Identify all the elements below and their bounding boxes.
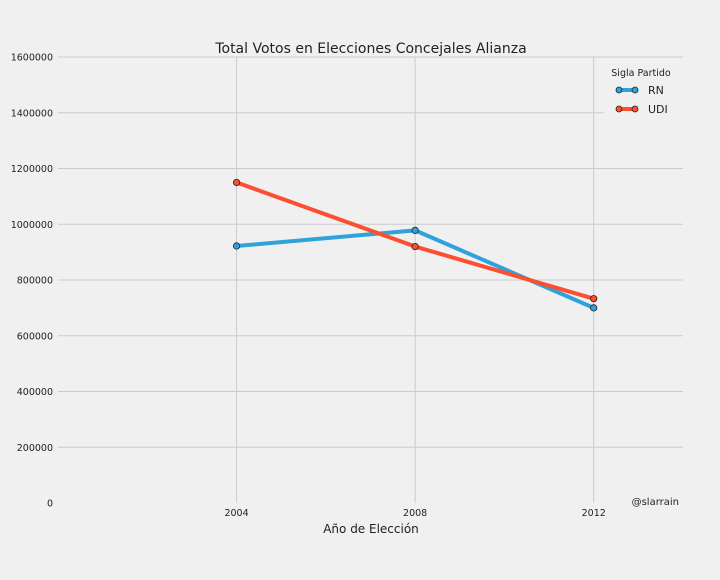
legend-marker-rn (631, 86, 639, 94)
y-tick-label: 800000 (17, 276, 53, 287)
data-point-rn (411, 226, 419, 234)
y-tick-label: 1600000 (11, 53, 53, 64)
y-tick-label: 1400000 (11, 108, 53, 119)
legend-item-rn: RN (615, 84, 664, 97)
y-tick-label: 400000 (17, 387, 53, 398)
chart-title: Total Votos en Elecciones Concejales Ali… (214, 41, 526, 57)
legend: Sigla Partido RN UDI (603, 61, 683, 121)
legend-marker-udi (631, 105, 639, 113)
data-point-udi (590, 295, 598, 303)
x-tick-label: 2008 (403, 508, 427, 519)
legend-marker-rn (615, 86, 623, 94)
legend-title: Sigla Partido (611, 68, 671, 79)
data-point-rn (590, 304, 598, 312)
y-tick-label: 0 (47, 499, 53, 510)
y-tick-label: 200000 (17, 443, 53, 454)
legend-label-rn: RN (648, 84, 664, 97)
legend-label-udi: UDI (648, 103, 668, 116)
data-point-rn (232, 242, 241, 250)
y-tick-label: 600000 (17, 331, 53, 342)
data-point-udi (411, 242, 419, 251)
legend-marker-udi (615, 105, 623, 113)
y-tick-label: 1200000 (11, 164, 53, 175)
y-tick-label: 1000000 (11, 220, 53, 231)
legend-item-udi: UDI (615, 103, 668, 116)
x-axis-label: Año de Elección (323, 522, 419, 536)
x-tick-label: 2012 (582, 508, 606, 519)
annotation-credit: @slarrain (632, 497, 679, 508)
data-point-udi (232, 178, 241, 187)
x-tick-label: 2004 (224, 508, 248, 519)
